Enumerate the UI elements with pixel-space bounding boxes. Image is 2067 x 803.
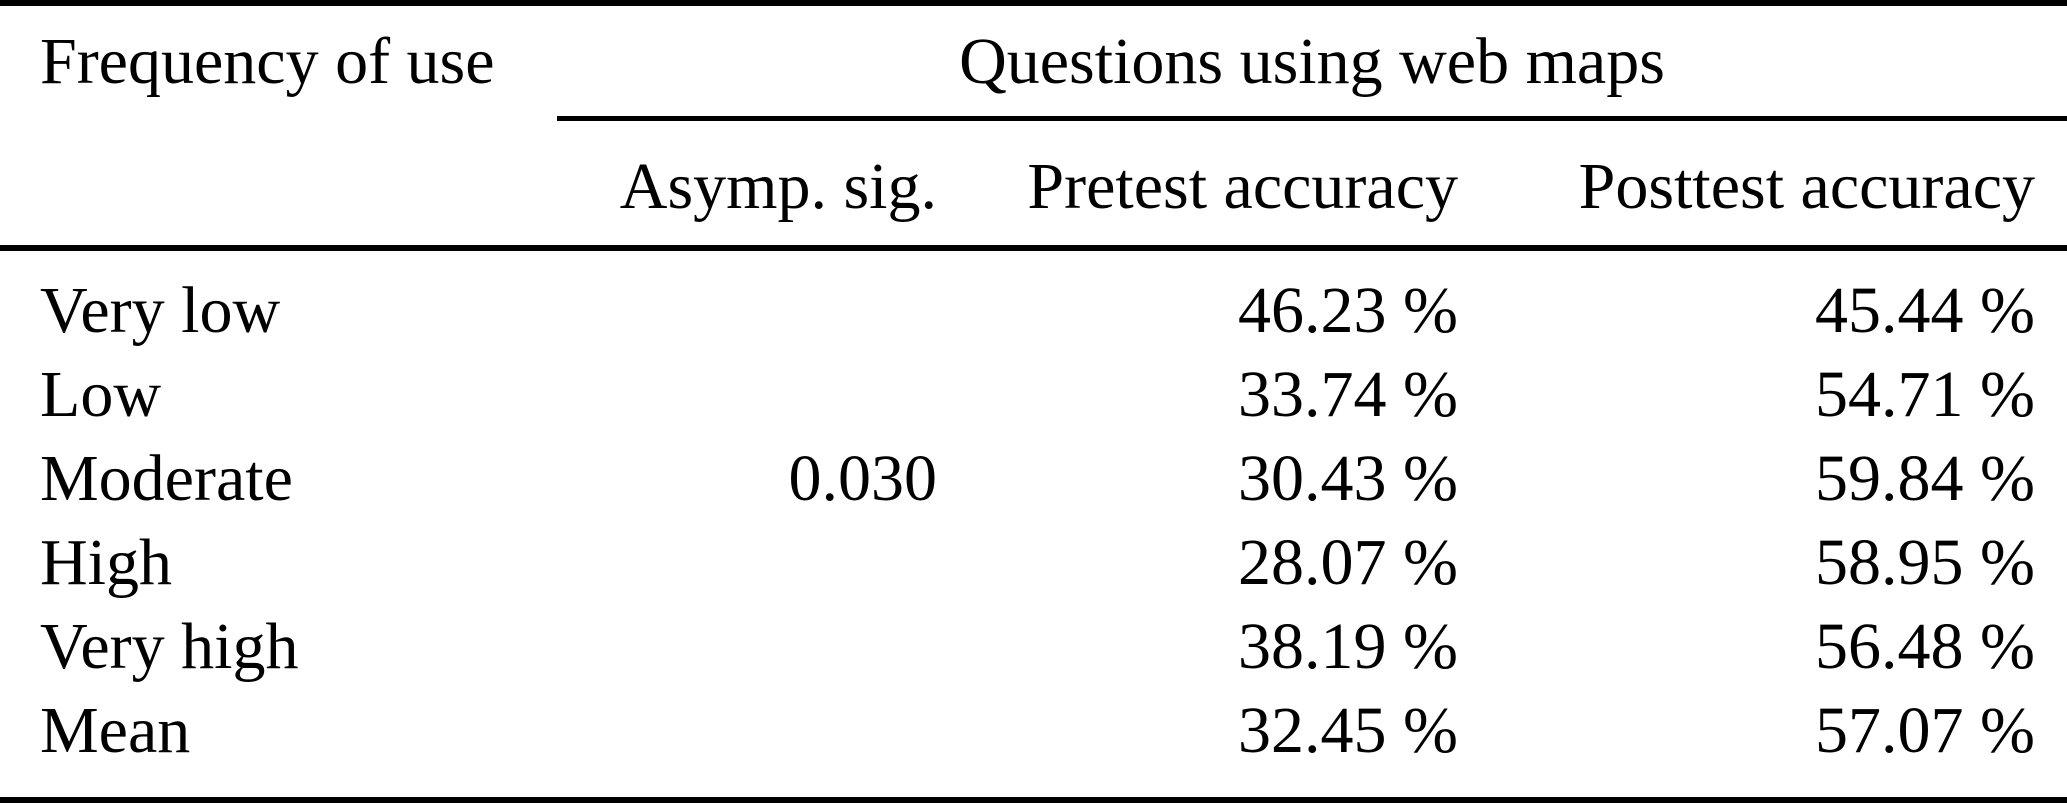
column-header-pretest-accuracy: Pretest accuracy: [937, 118, 1458, 251]
asymp-sig-value: [557, 248, 937, 353]
asymp-sig-value: [557, 521, 937, 605]
table-row-high: High 28.07 % 58.95 %: [0, 521, 2067, 605]
table-row-low: Low 33.74 % 54.71 %: [0, 353, 2067, 437]
row-label: Moderate: [40, 442, 293, 515]
pretest-value: 38.19 %: [1238, 610, 1458, 683]
table-row-very-low: Very low 46.23 % 45.44 %: [0, 248, 2067, 353]
asymp-sig-value: [557, 605, 937, 689]
group-header-questions-using-web-maps: Questions using web maps: [557, 3, 2067, 121]
stub-header-frequency-of-use: Frequency of use: [0, 3, 557, 251]
table-row-moderate: Moderate 0.030 30.43 % 59.84 %: [0, 437, 2067, 521]
row-label: Mean: [40, 694, 191, 767]
table-row-mean: Mean 32.45 % 57.07 %: [0, 689, 2067, 801]
posttest-value: 58.95 %: [1815, 526, 2035, 599]
column-header-asymp-sig: Asymp. sig.: [557, 118, 937, 251]
column-header-posttest-accuracy: Posttest accuracy: [1458, 118, 2067, 251]
posttest-value: 57.07 %: [1815, 694, 2035, 767]
asymp-sig-value: [557, 689, 937, 801]
posttest-value: 56.48 %: [1815, 610, 2035, 683]
row-label: Very low: [40, 274, 281, 347]
pretest-value: 32.45 %: [1238, 694, 1458, 767]
pretest-value: 33.74 %: [1238, 358, 1458, 431]
sub-header-row: Asymp. sig. Pretest accuracy Posttest ac…: [0, 118, 2067, 251]
posttest-value: 54.71 %: [1815, 358, 2035, 431]
asymp-sig-value: [557, 353, 937, 437]
posttest-value: 45.44 %: [1815, 274, 2035, 347]
asymp-sig-value: 0.030: [788, 442, 938, 515]
pretest-value: 46.23 %: [1238, 274, 1458, 347]
row-label: Low: [40, 358, 161, 431]
pretest-value: 28.07 %: [1238, 526, 1458, 599]
table-row-very-high: Very high 38.19 % 56.48 %: [0, 605, 2067, 689]
row-label: High: [40, 526, 172, 599]
group-header-row: Frequency of use Questions using web map…: [0, 3, 2067, 251]
pretest-value: 30.43 %: [1238, 442, 1458, 515]
row-label: Very high: [40, 610, 299, 683]
posttest-value: 59.84 %: [1815, 442, 2035, 515]
